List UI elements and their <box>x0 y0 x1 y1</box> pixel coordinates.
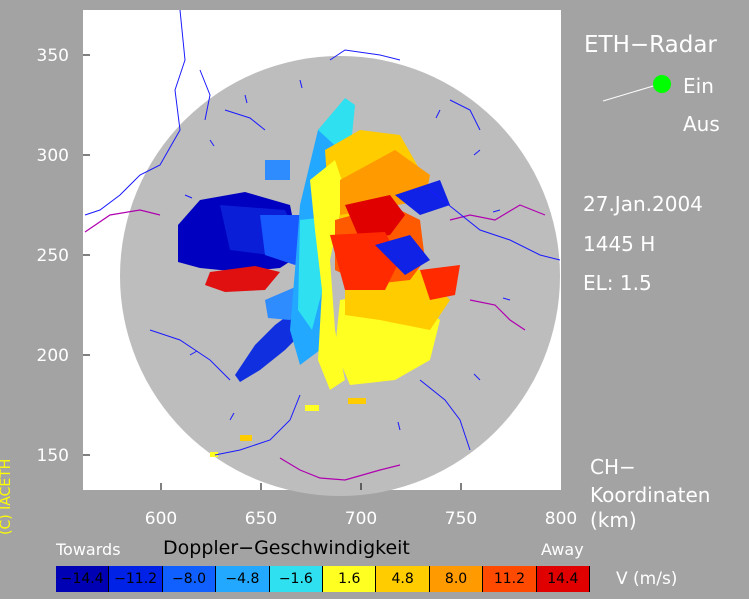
rivers <box>84 9 561 456</box>
coords-label-line3: (km) <box>590 508 637 532</box>
colorbar-bin: 11.2 <box>483 566 537 592</box>
status-pointer-line <box>602 83 661 102</box>
colorbar-bin: 1.6 <box>323 566 377 592</box>
x-tick-650: 650 <box>245 509 277 529</box>
legend-title: Doppler−Geschwindigkeit <box>163 537 410 559</box>
colorbar-bin: 4.8 <box>376 566 430 592</box>
y-tick-150: 150 <box>37 446 69 466</box>
axis-ticks <box>83 54 462 490</box>
x-tick-600: 600 <box>145 509 177 529</box>
x-tick-700: 700 <box>345 509 377 529</box>
status-indicator-icon <box>653 75 671 93</box>
colorbar-bin: −4.8 <box>216 566 270 592</box>
date-text: 27.Jan.2004 <box>583 192 703 216</box>
colorbar-bin: 14.4 <box>536 566 591 592</box>
velocity-colorbar: −14.4 −11.2 −8.0 −4.8 −1.6 1.6 4.8 8.0 11.2 14.4 <box>56 566 591 592</box>
x-tick-800: 800 <box>545 509 577 529</box>
status-off-label: Aus <box>683 112 720 136</box>
velocity-echoes <box>178 98 460 457</box>
y-tick-200: 200 <box>37 346 69 366</box>
y-tick-300: 300 <box>37 146 69 166</box>
y-tick-250: 250 <box>37 246 69 266</box>
elevation-text: EL: 1.5 <box>583 271 652 295</box>
colorbar-bin: −1.6 <box>269 566 324 592</box>
status-on-label: Ein <box>683 74 714 98</box>
y-tick-labels: 350 300 250 200 150 <box>37 46 69 466</box>
colorbar-bin: −14.4 <box>56 566 110 592</box>
coords-label-line2: Koordinaten <box>590 483 711 507</box>
time-text: 1445 H <box>583 232 656 256</box>
wind-markers <box>184 79 511 431</box>
y-tick-350: 350 <box>37 46 69 66</box>
colorbar-bin: −11.2 <box>109 566 163 592</box>
radar-coverage-disc <box>120 56 560 496</box>
legend-away-label: Away <box>541 540 584 559</box>
coords-label-line1: CH− <box>590 455 636 479</box>
copyright-text: (C) IACETH <box>0 458 14 535</box>
legend-towards-label: Towards <box>56 540 121 559</box>
legend-unit: V (m/s) <box>616 569 678 589</box>
colorbar-bin: −8.0 <box>162 566 217 592</box>
colorbar-bin: 8.0 <box>429 566 484 592</box>
x-tick-750: 750 <box>445 509 477 529</box>
x-tick-labels: 600 650 700 750 800 <box>145 509 577 529</box>
radar-title: ETH−Radar <box>584 32 717 58</box>
